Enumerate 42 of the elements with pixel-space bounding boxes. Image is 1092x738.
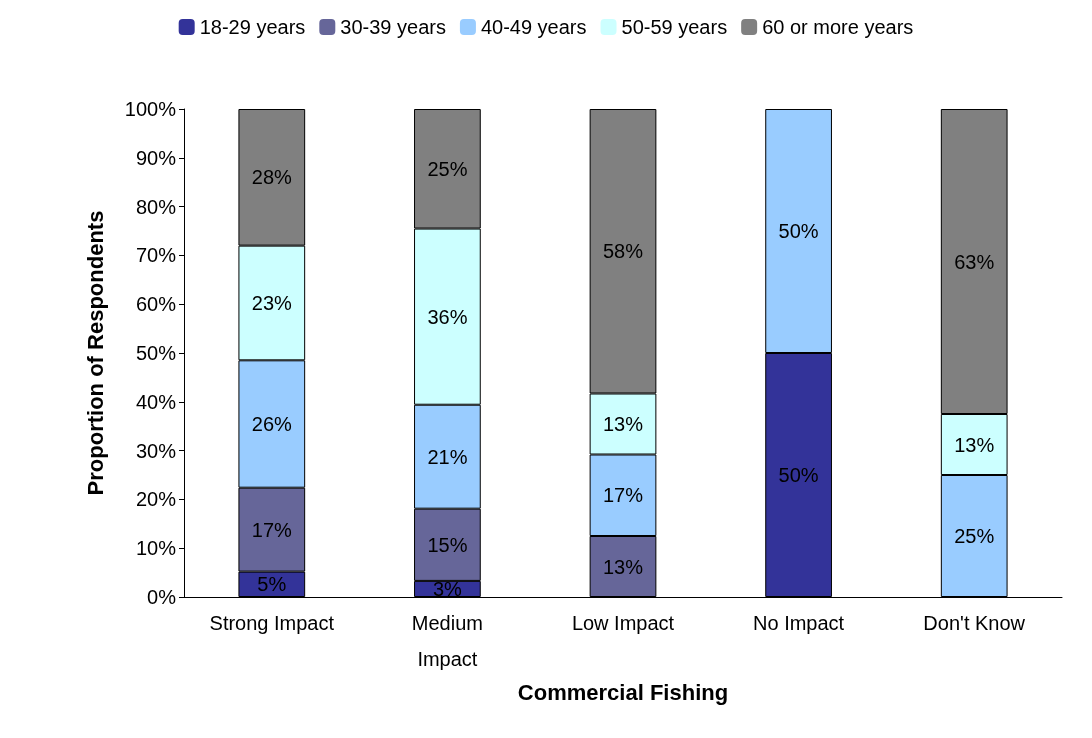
y-tick-label: 10%	[135, 537, 177, 560]
data-label: 3%	[432, 577, 463, 600]
y-tick-label: 80%	[135, 195, 177, 218]
data-label: 28%	[251, 166, 293, 189]
legend-label: 18-29 years	[199, 16, 306, 38]
data-label: 13%	[602, 413, 644, 435]
y-tick-label: 40%	[135, 390, 177, 413]
y-tick-label: 70%	[135, 244, 177, 267]
data-label: 15%	[427, 533, 468, 556]
data-label: 17%	[602, 484, 644, 507]
legend-label: 50-59 years	[621, 16, 728, 38]
x-tick-label: Low Impact	[571, 612, 675, 634]
y-tick-label: 60%	[135, 293, 177, 316]
data-label: 21%	[427, 445, 468, 468]
data-label: 13%	[602, 555, 644, 578]
data-label: 58%	[602, 240, 644, 263]
x-tick-label: No Impact	[753, 612, 845, 634]
y-tick-label: 100%	[124, 98, 177, 120]
x-tick-label: Don't Know	[923, 612, 1026, 634]
x-axis-title: Commercial Fishing	[517, 680, 729, 706]
data-label: 25%	[954, 525, 995, 547]
x-tick-label: Strong Impact	[209, 612, 335, 634]
data-label: 17%	[251, 518, 293, 541]
y-tick-label: 0%	[147, 586, 177, 608]
data-label: 23%	[251, 291, 293, 314]
x-tick-label: Medium Impact	[411, 612, 483, 670]
y-axis-title: Proportion of Respondents	[82, 210, 108, 496]
data-label: 50%	[778, 220, 819, 242]
y-tick-label: 30%	[135, 439, 177, 462]
legend-label: 30-39 years	[340, 16, 446, 38]
data-label: 50%	[778, 464, 819, 486]
data-label: 25%	[427, 157, 468, 180]
legend-label: 40-49 years	[480, 16, 587, 38]
data-label: 63%	[954, 250, 995, 273]
data-label: 26%	[251, 413, 293, 435]
y-tick-label: 90%	[135, 146, 177, 169]
y-tick-label: 50%	[135, 342, 177, 364]
data-label: 5%	[257, 573, 287, 596]
legend-label: 60 or more years	[762, 16, 914, 38]
data-label: 36%	[427, 305, 468, 328]
y-tick-label: 20%	[135, 488, 177, 511]
data-label: 13%	[954, 433, 995, 456]
